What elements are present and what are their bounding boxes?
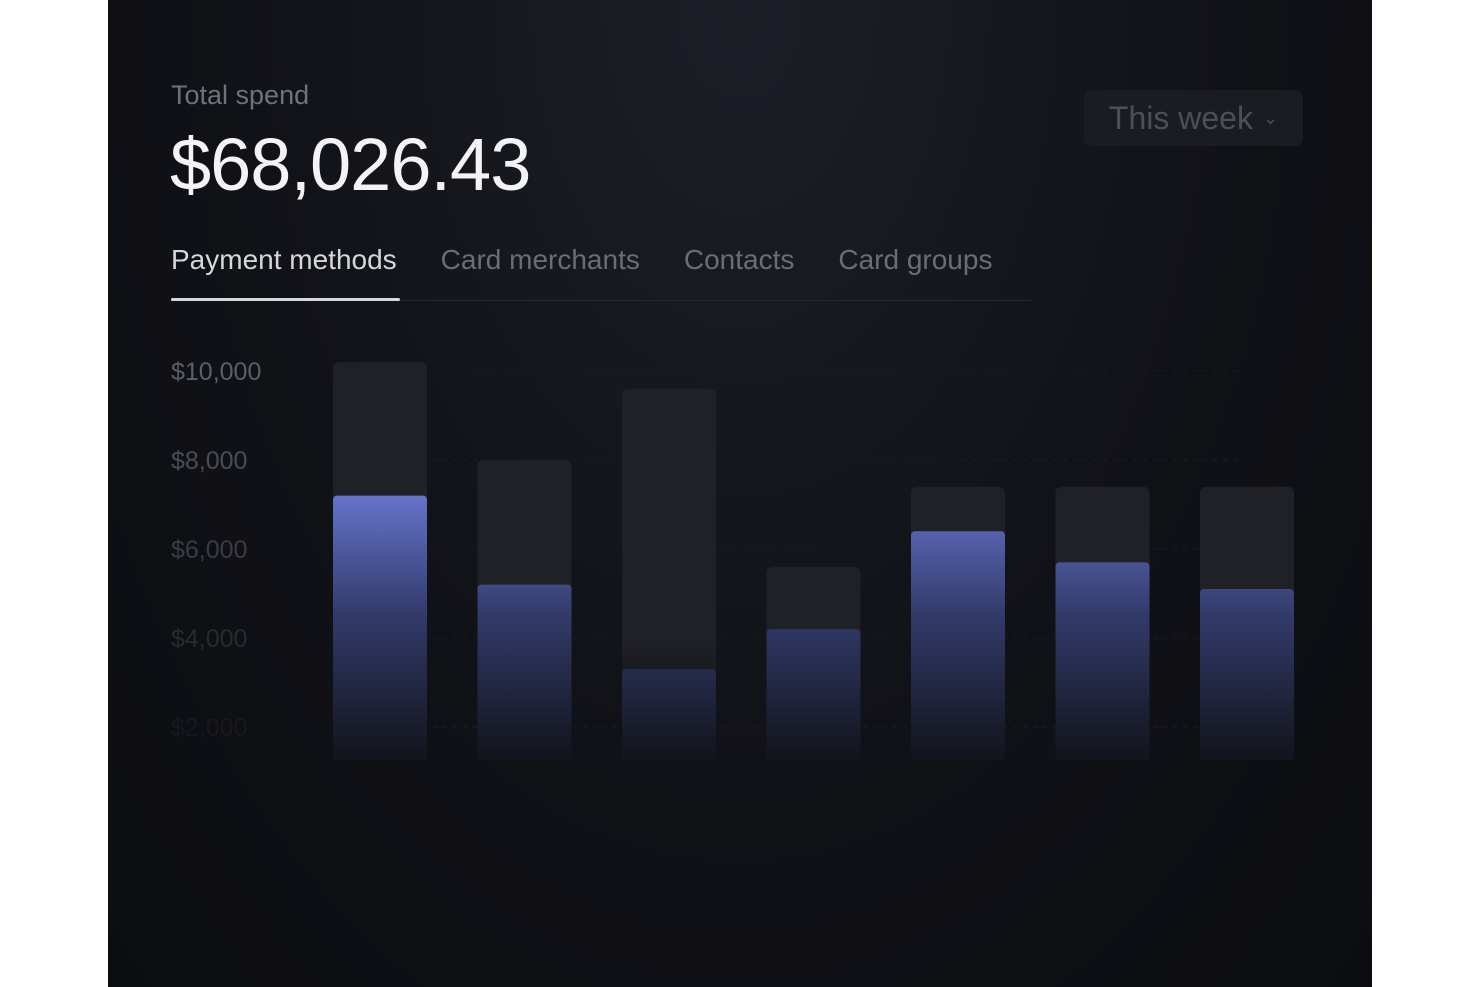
y-tick-label: $6,000 — [171, 536, 247, 564]
bar — [477, 584, 572, 760]
total-spend-value: $68,026.43 — [170, 123, 531, 206]
y-tick-label: $4,000 — [171, 625, 247, 653]
tab-bar: Payment methods Card merchants Contacts … — [171, 244, 1031, 301]
bar — [333, 495, 427, 760]
spend-panel: Total spend $68,026.43 This week ⌄ Payme… — [108, 0, 1372, 987]
total-spend-label: Total spend — [171, 80, 310, 110]
y-tick-label: $10,000 — [171, 358, 261, 386]
tab-card-groups[interactable]: Card groups — [838, 244, 993, 275]
tab-contacts[interactable]: Contacts — [683, 244, 795, 275]
period-dropdown[interactable]: This week ⌄ — [1084, 90, 1303, 146]
bar — [766, 629, 861, 760]
bar — [1200, 589, 1294, 760]
bar — [911, 531, 1005, 760]
y-tick-label: $8,000 — [171, 447, 247, 475]
bar-track — [622, 388, 716, 760]
period-selected: This week — [1108, 99, 1253, 136]
chevron-down-icon: ⌄ — [1262, 107, 1279, 128]
bar — [622, 669, 716, 760]
y-tick-label: $2,000 — [171, 714, 247, 742]
bar-chart: $10,000 $8,000 $6,000 $4,000 $2,000 — [171, 358, 1294, 760]
bar — [1055, 562, 1150, 760]
tab-card-merchants[interactable]: Card merchants — [440, 244, 640, 275]
tab-payment-methods[interactable]: Payment methods — [171, 244, 400, 301]
